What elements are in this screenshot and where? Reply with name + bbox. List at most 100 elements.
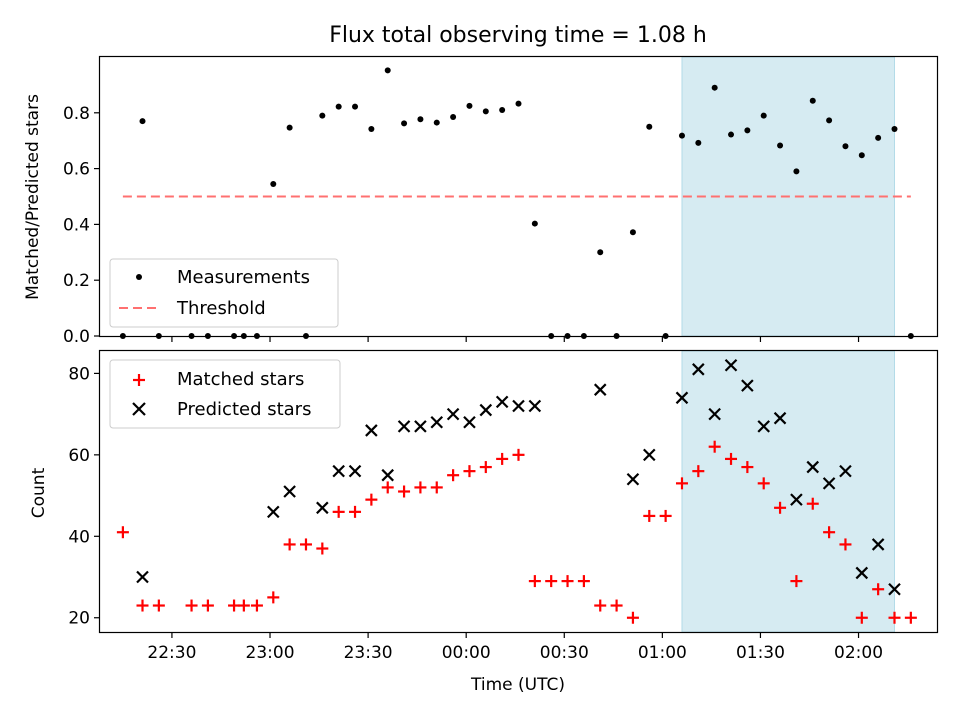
predicted-star-point — [463, 415, 476, 429]
top-legend-box — [109, 258, 339, 328]
matched-star-point — [398, 485, 411, 498]
matched-star-point — [888, 611, 901, 624]
measurement-point — [466, 102, 473, 109]
measurement-point — [695, 139, 702, 146]
measurement-point — [270, 180, 277, 187]
measurement-point — [646, 123, 653, 130]
top-ytick-label: 0.2 — [63, 271, 90, 291]
bottom-ytick-label: 80 — [68, 364, 90, 384]
measurement-point — [793, 168, 800, 175]
top-ylabel: Matched/Predicted stars — [23, 94, 43, 300]
top-axes-frame — [98, 55, 939, 338]
matched-star-point — [299, 538, 312, 551]
top-title: Flux total observing time = 1.08 h — [329, 23, 707, 48]
bottom-ylabel: Count — [29, 467, 49, 518]
measurement-point — [368, 125, 375, 132]
measurement-point — [826, 117, 833, 124]
predicted-star-point — [283, 485, 296, 498]
bottom-legend: Matched stars Predicted stars — [109, 359, 341, 429]
measurement-point — [891, 125, 898, 132]
predicted-star-point — [839, 464, 852, 478]
matched-star-point — [708, 440, 721, 453]
matched-star-point — [675, 477, 688, 490]
predicted-star-point — [348, 464, 362, 478]
predicted-star-point — [822, 477, 836, 490]
measurement-point — [711, 84, 718, 91]
matched-star-point — [349, 505, 362, 518]
matched-star-point — [823, 526, 836, 539]
bottom-axes-frame — [98, 349, 939, 634]
matched-star-point — [237, 599, 250, 612]
predicted-star-point — [871, 538, 885, 551]
bottom-xtick-label: 02:00 — [834, 643, 883, 663]
matched-star-point — [267, 591, 280, 604]
matched-star-point — [430, 481, 443, 494]
predicted-star-point — [381, 468, 394, 482]
predicted-star-point — [757, 420, 770, 433]
legend-measurements-marker — [136, 274, 142, 280]
predicted-star-point — [724, 358, 738, 372]
matched-star-point — [610, 599, 623, 612]
predicted-star-point — [773, 411, 787, 425]
predicted-star-point — [365, 424, 378, 437]
predicted-star-point — [446, 407, 460, 421]
predicted-star-point — [593, 383, 607, 396]
measurement-point — [335, 103, 342, 110]
bottom-xlabel: Time (UTC) — [470, 675, 565, 695]
measurement-point — [531, 220, 538, 227]
predicted-star-point — [643, 448, 656, 462]
measurement-point — [515, 100, 522, 107]
legend-matched-marker — [133, 374, 145, 386]
measurement-point — [597, 249, 604, 256]
matched-star-point — [463, 465, 476, 478]
predicted-star-point — [267, 505, 280, 519]
legend-predicted-marker — [132, 402, 146, 416]
top-ytick-label: 0.6 — [63, 160, 90, 180]
bottom-xtick-label: 22:30 — [147, 643, 196, 663]
bottom-legend-box — [109, 359, 341, 429]
measurement-point — [678, 132, 685, 139]
measurement-point — [499, 107, 506, 114]
matched-star-point — [116, 526, 129, 539]
matched-star-point — [250, 599, 263, 612]
matched-star-point — [316, 542, 329, 555]
matched-star-point — [757, 477, 770, 490]
bottom-xtick-label: 01:30 — [736, 643, 785, 663]
predicted-star-point — [675, 391, 689, 405]
matched-star-point — [643, 509, 656, 522]
top-ytick-label: 0.8 — [63, 104, 90, 124]
matched-star-point — [185, 599, 198, 612]
legend-threshold-label: Threshold — [176, 298, 266, 319]
predicted-star-point — [806, 460, 820, 474]
matched-star-point — [741, 461, 754, 474]
bottom-ytick-label: 40 — [68, 527, 90, 547]
measurement-point — [450, 113, 457, 120]
predicted-star-point — [692, 363, 705, 376]
measurement-point — [858, 152, 865, 159]
matched-star-point — [414, 481, 427, 494]
matched-star-point — [545, 575, 558, 588]
matched-star-point — [872, 583, 885, 596]
predicted-star-point — [708, 407, 721, 421]
predicted-star-point — [888, 582, 901, 596]
matched-star-point — [332, 505, 345, 518]
predicted-star-point — [790, 493, 803, 506]
measurement-point — [482, 108, 489, 115]
predicted-star-point — [332, 464, 345, 478]
predicted-star-point — [741, 379, 754, 392]
measurement-point — [286, 124, 293, 131]
bottom-xtick-label: 00:30 — [540, 643, 589, 663]
matched-star-point — [594, 599, 607, 612]
bottom-xtick-label: 00:00 — [442, 643, 491, 663]
top-panel: Flux total observing time = 1.08 h Match… — [23, 23, 939, 347]
measurement-point — [139, 118, 146, 125]
measurement-point — [809, 97, 816, 104]
bottom-xtick-label: 23:30 — [344, 643, 393, 663]
measurement-point — [728, 131, 735, 138]
matched-star-point — [774, 501, 787, 514]
bottom-xtick-label: 01:00 — [638, 643, 687, 663]
matched-star-point — [365, 493, 378, 506]
legend-predicted-label: Predicted stars — [177, 399, 311, 420]
predicted-star-point — [626, 473, 640, 486]
predicted-star-point — [316, 501, 329, 515]
